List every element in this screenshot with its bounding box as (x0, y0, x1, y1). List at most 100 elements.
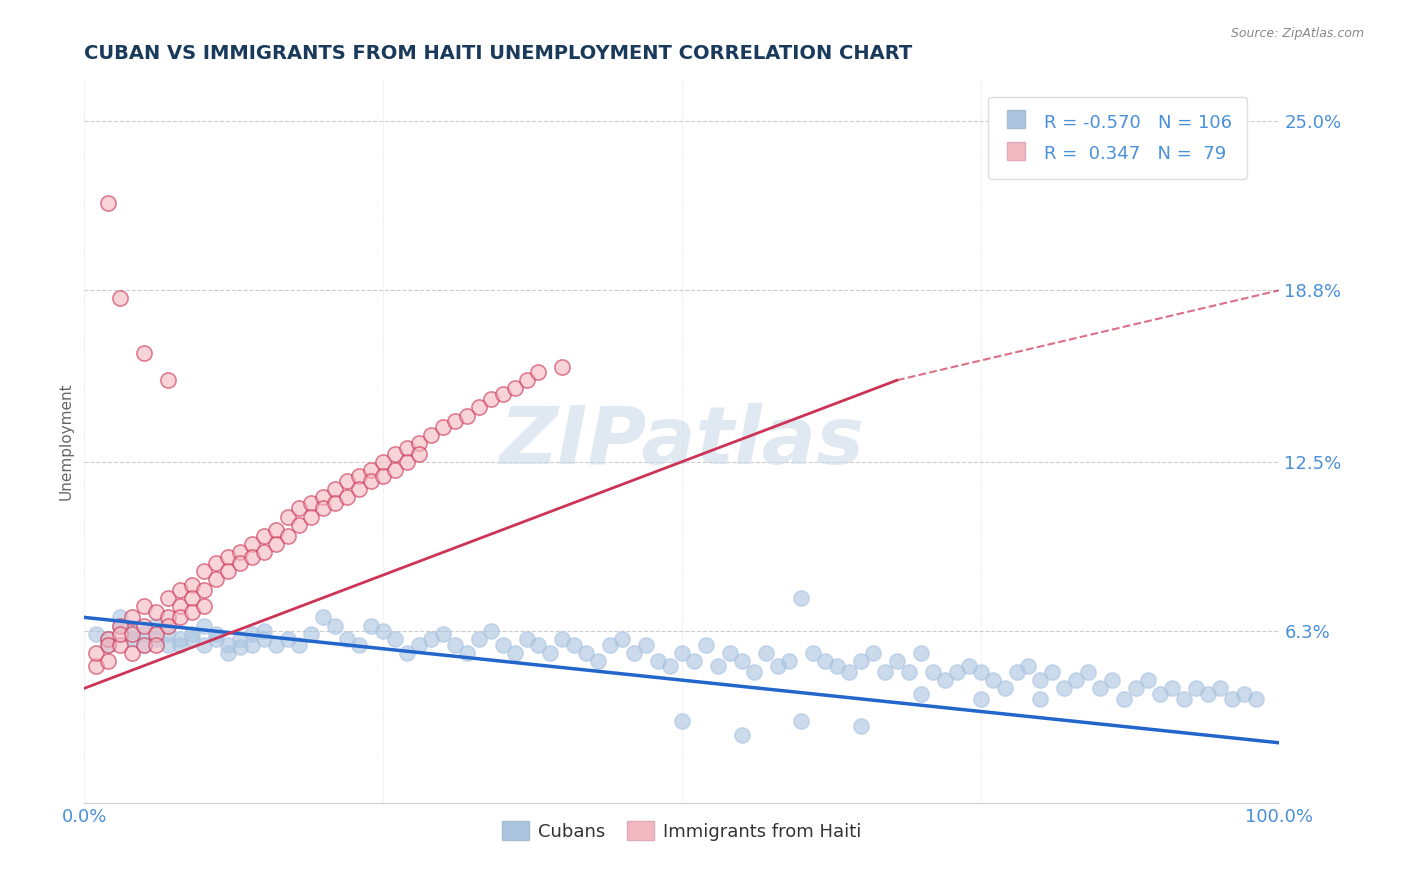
Point (946, 665, 969, 679)
Point (432, 626, 454, 640)
Point (527, 638, 550, 652)
Point (157, 626, 180, 640)
Point (86, 626, 108, 640)
Point (301, 496, 323, 510)
Text: Source: ZipAtlas.com: Source: ZipAtlas.com (1230, 27, 1364, 40)
Point (671, 714, 693, 728)
Point (132, 626, 156, 640)
Point (420, 427, 443, 442)
Point (516, 632, 538, 647)
Point (121, 646, 143, 660)
Point (707, 659, 730, 673)
Point (994, 681, 1017, 696)
Point (169, 638, 191, 652)
Point (157, 373, 180, 387)
Point (862, 646, 884, 660)
Point (492, 638, 515, 652)
Point (240, 638, 263, 652)
Point (145, 618, 167, 632)
Point (132, 599, 156, 614)
Point (1137, 673, 1160, 687)
Point (132, 638, 156, 652)
Point (731, 728, 754, 742)
Point (695, 638, 717, 652)
Point (110, 618, 132, 632)
Point (1101, 673, 1123, 687)
Point (396, 442, 419, 456)
Point (910, 687, 932, 701)
Point (851, 719, 873, 733)
Point (240, 550, 263, 565)
Point (181, 632, 204, 647)
Point (456, 646, 478, 660)
Point (349, 638, 371, 652)
Point (851, 654, 873, 668)
Point (349, 468, 371, 483)
Point (325, 618, 347, 632)
Point (132, 618, 156, 632)
Point (1077, 665, 1099, 679)
Point (540, 646, 562, 660)
Point (97, 638, 120, 652)
Point (396, 455, 419, 469)
Point (898, 665, 921, 679)
Point (647, 654, 669, 668)
Point (970, 665, 993, 679)
Point (575, 646, 598, 660)
Point (1185, 681, 1208, 696)
Point (217, 564, 239, 578)
Point (132, 346, 156, 360)
Point (301, 626, 323, 640)
Point (181, 577, 204, 591)
Point (205, 626, 228, 640)
Point (229, 545, 252, 559)
Point (731, 654, 754, 668)
Point (551, 632, 574, 647)
Point (1042, 665, 1064, 679)
Point (145, 605, 167, 619)
Point (181, 605, 204, 619)
Point (1005, 665, 1028, 679)
Point (277, 528, 299, 542)
Point (636, 638, 658, 652)
Point (193, 564, 215, 578)
Point (360, 463, 382, 477)
Point (1149, 687, 1171, 701)
Point (1066, 673, 1088, 687)
Point (516, 373, 538, 387)
Point (803, 646, 825, 660)
Point (86, 659, 108, 673)
Point (110, 292, 132, 306)
Point (981, 673, 1004, 687)
Point (349, 482, 371, 496)
Point (384, 447, 406, 461)
Point (408, 447, 430, 461)
Point (564, 638, 586, 652)
Point (288, 501, 311, 516)
Point (886, 654, 908, 668)
Point (193, 618, 215, 632)
Point (97, 196, 120, 211)
Point (373, 624, 395, 638)
Point (110, 638, 132, 652)
Text: ZIPatlas: ZIPatlas (499, 402, 865, 481)
Point (325, 496, 347, 510)
Point (479, 624, 502, 638)
Point (193, 599, 215, 614)
Point (264, 537, 287, 551)
Point (503, 381, 526, 395)
Point (683, 654, 706, 668)
Point (110, 610, 132, 624)
Point (718, 646, 741, 660)
Point (205, 556, 228, 570)
Point (240, 626, 263, 640)
Point (1209, 681, 1232, 696)
Point (121, 632, 143, 647)
Point (193, 583, 215, 598)
Point (193, 638, 215, 652)
Point (312, 491, 335, 505)
Point (408, 436, 430, 450)
Point (217, 646, 239, 660)
Point (253, 528, 276, 542)
Point (408, 638, 430, 652)
